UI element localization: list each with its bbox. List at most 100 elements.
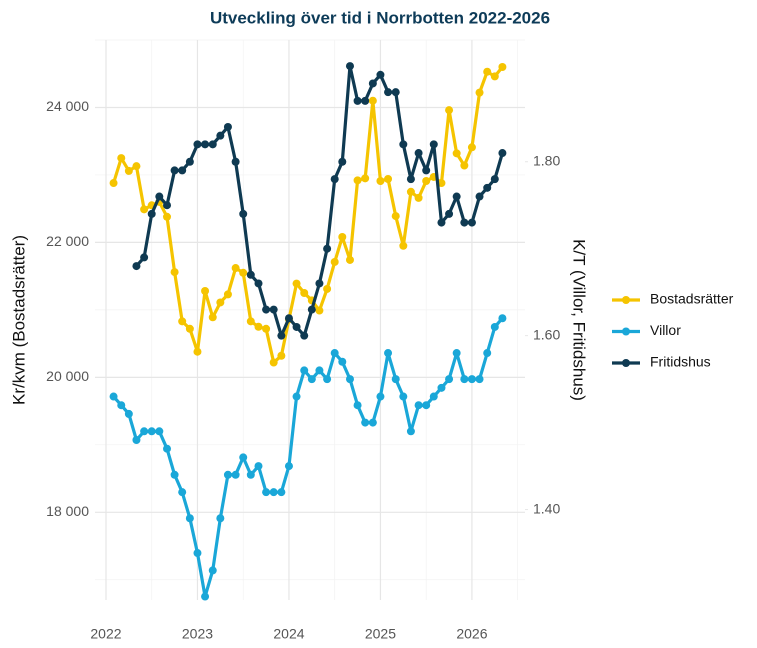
data-point [490, 322, 499, 331]
data-point [147, 209, 156, 218]
data-point [483, 183, 492, 192]
data-point [460, 375, 469, 384]
y-tick-label: 18 000 [46, 503, 89, 519]
data-point [185, 324, 194, 333]
data-point [216, 514, 225, 523]
data-point [452, 192, 461, 201]
data-point [498, 314, 507, 323]
chart-title: Utveckling över tid i Norrbotten 2022-20… [210, 8, 550, 27]
data-point [117, 154, 126, 163]
data-point [330, 257, 339, 266]
data-point [414, 193, 423, 202]
data-point [330, 349, 339, 358]
x-tick-label: 2025 [365, 626, 396, 642]
data-point [155, 192, 164, 201]
data-point [376, 70, 385, 79]
data-point [323, 375, 332, 384]
data-point [345, 375, 354, 384]
data-point [246, 317, 255, 326]
data-point [254, 462, 263, 471]
data-point [277, 488, 286, 497]
data-point [277, 331, 286, 340]
data-point [178, 488, 187, 497]
data-point [338, 357, 347, 366]
data-point [109, 179, 118, 188]
data-point [163, 201, 172, 210]
legend-label: Bostadsrätter [650, 291, 734, 307]
data-point [201, 592, 210, 601]
data-point [117, 401, 126, 410]
data-point [467, 375, 476, 384]
series-line [112, 317, 504, 599]
data-point [483, 67, 492, 76]
data-point [437, 179, 446, 188]
x-tick-label: 2026 [456, 626, 487, 642]
data-point [475, 192, 484, 201]
data-point [406, 187, 415, 196]
data-point [445, 106, 454, 115]
data-point [422, 177, 431, 186]
data-point [330, 175, 339, 184]
data-point [284, 462, 293, 471]
data-point [178, 166, 187, 175]
grid: 18 000 20 000 22 000 24 000 1.40 1.60 1.80 2022… [46, 39, 560, 642]
data-point [269, 305, 278, 314]
data-point [498, 149, 507, 158]
data-point [429, 392, 438, 401]
x-tick-label: 2024 [273, 626, 304, 642]
data-point [284, 314, 293, 323]
data-point [391, 212, 400, 221]
data-point [490, 175, 499, 184]
data-point [361, 174, 370, 183]
data-point [406, 427, 415, 436]
data-point [467, 218, 476, 227]
data-point [399, 392, 408, 401]
data-point [193, 347, 202, 356]
data-point [490, 72, 499, 81]
data-point [178, 317, 187, 326]
legend-swatch-dot [622, 327, 630, 336]
data-point [216, 131, 225, 140]
y2-tick-label: 1.60 [533, 326, 560, 342]
data-point [300, 331, 309, 340]
data-point [368, 96, 377, 105]
x-tick-label: 2023 [182, 626, 213, 642]
data-point [140, 253, 149, 262]
data-point [292, 279, 301, 288]
data-point [361, 96, 370, 105]
data-point [185, 514, 194, 523]
data-point [292, 322, 301, 331]
data-point [109, 392, 118, 401]
data-point [246, 270, 255, 279]
data-point [414, 401, 423, 410]
data-point [208, 313, 217, 322]
data-point [315, 306, 324, 315]
data-point [132, 262, 141, 271]
data-point [376, 177, 385, 186]
legend-label: Fritidshus [650, 354, 711, 370]
y2-tick-label: 1.40 [533, 500, 560, 516]
data-point [262, 488, 271, 497]
data-point [406, 175, 415, 184]
data-point [262, 305, 271, 314]
data-point [124, 409, 133, 418]
data-point [170, 166, 179, 175]
data-point [140, 205, 149, 214]
data-point [223, 122, 232, 131]
data-point [300, 366, 309, 375]
data-point [231, 470, 240, 479]
data-point [315, 279, 324, 288]
y-tick-label: 22 000 [46, 233, 89, 249]
data-point [185, 157, 194, 166]
data-point [460, 161, 469, 170]
data-point [368, 418, 377, 427]
data-point [338, 233, 347, 242]
data-point [163, 212, 172, 221]
data-point [384, 88, 393, 97]
data-point [307, 305, 316, 314]
data-point [124, 166, 133, 175]
x-tick-label: 2022 [90, 626, 121, 642]
data-point [361, 418, 370, 427]
legend: Bostadsrätter Villor Fritidshus [612, 291, 734, 370]
